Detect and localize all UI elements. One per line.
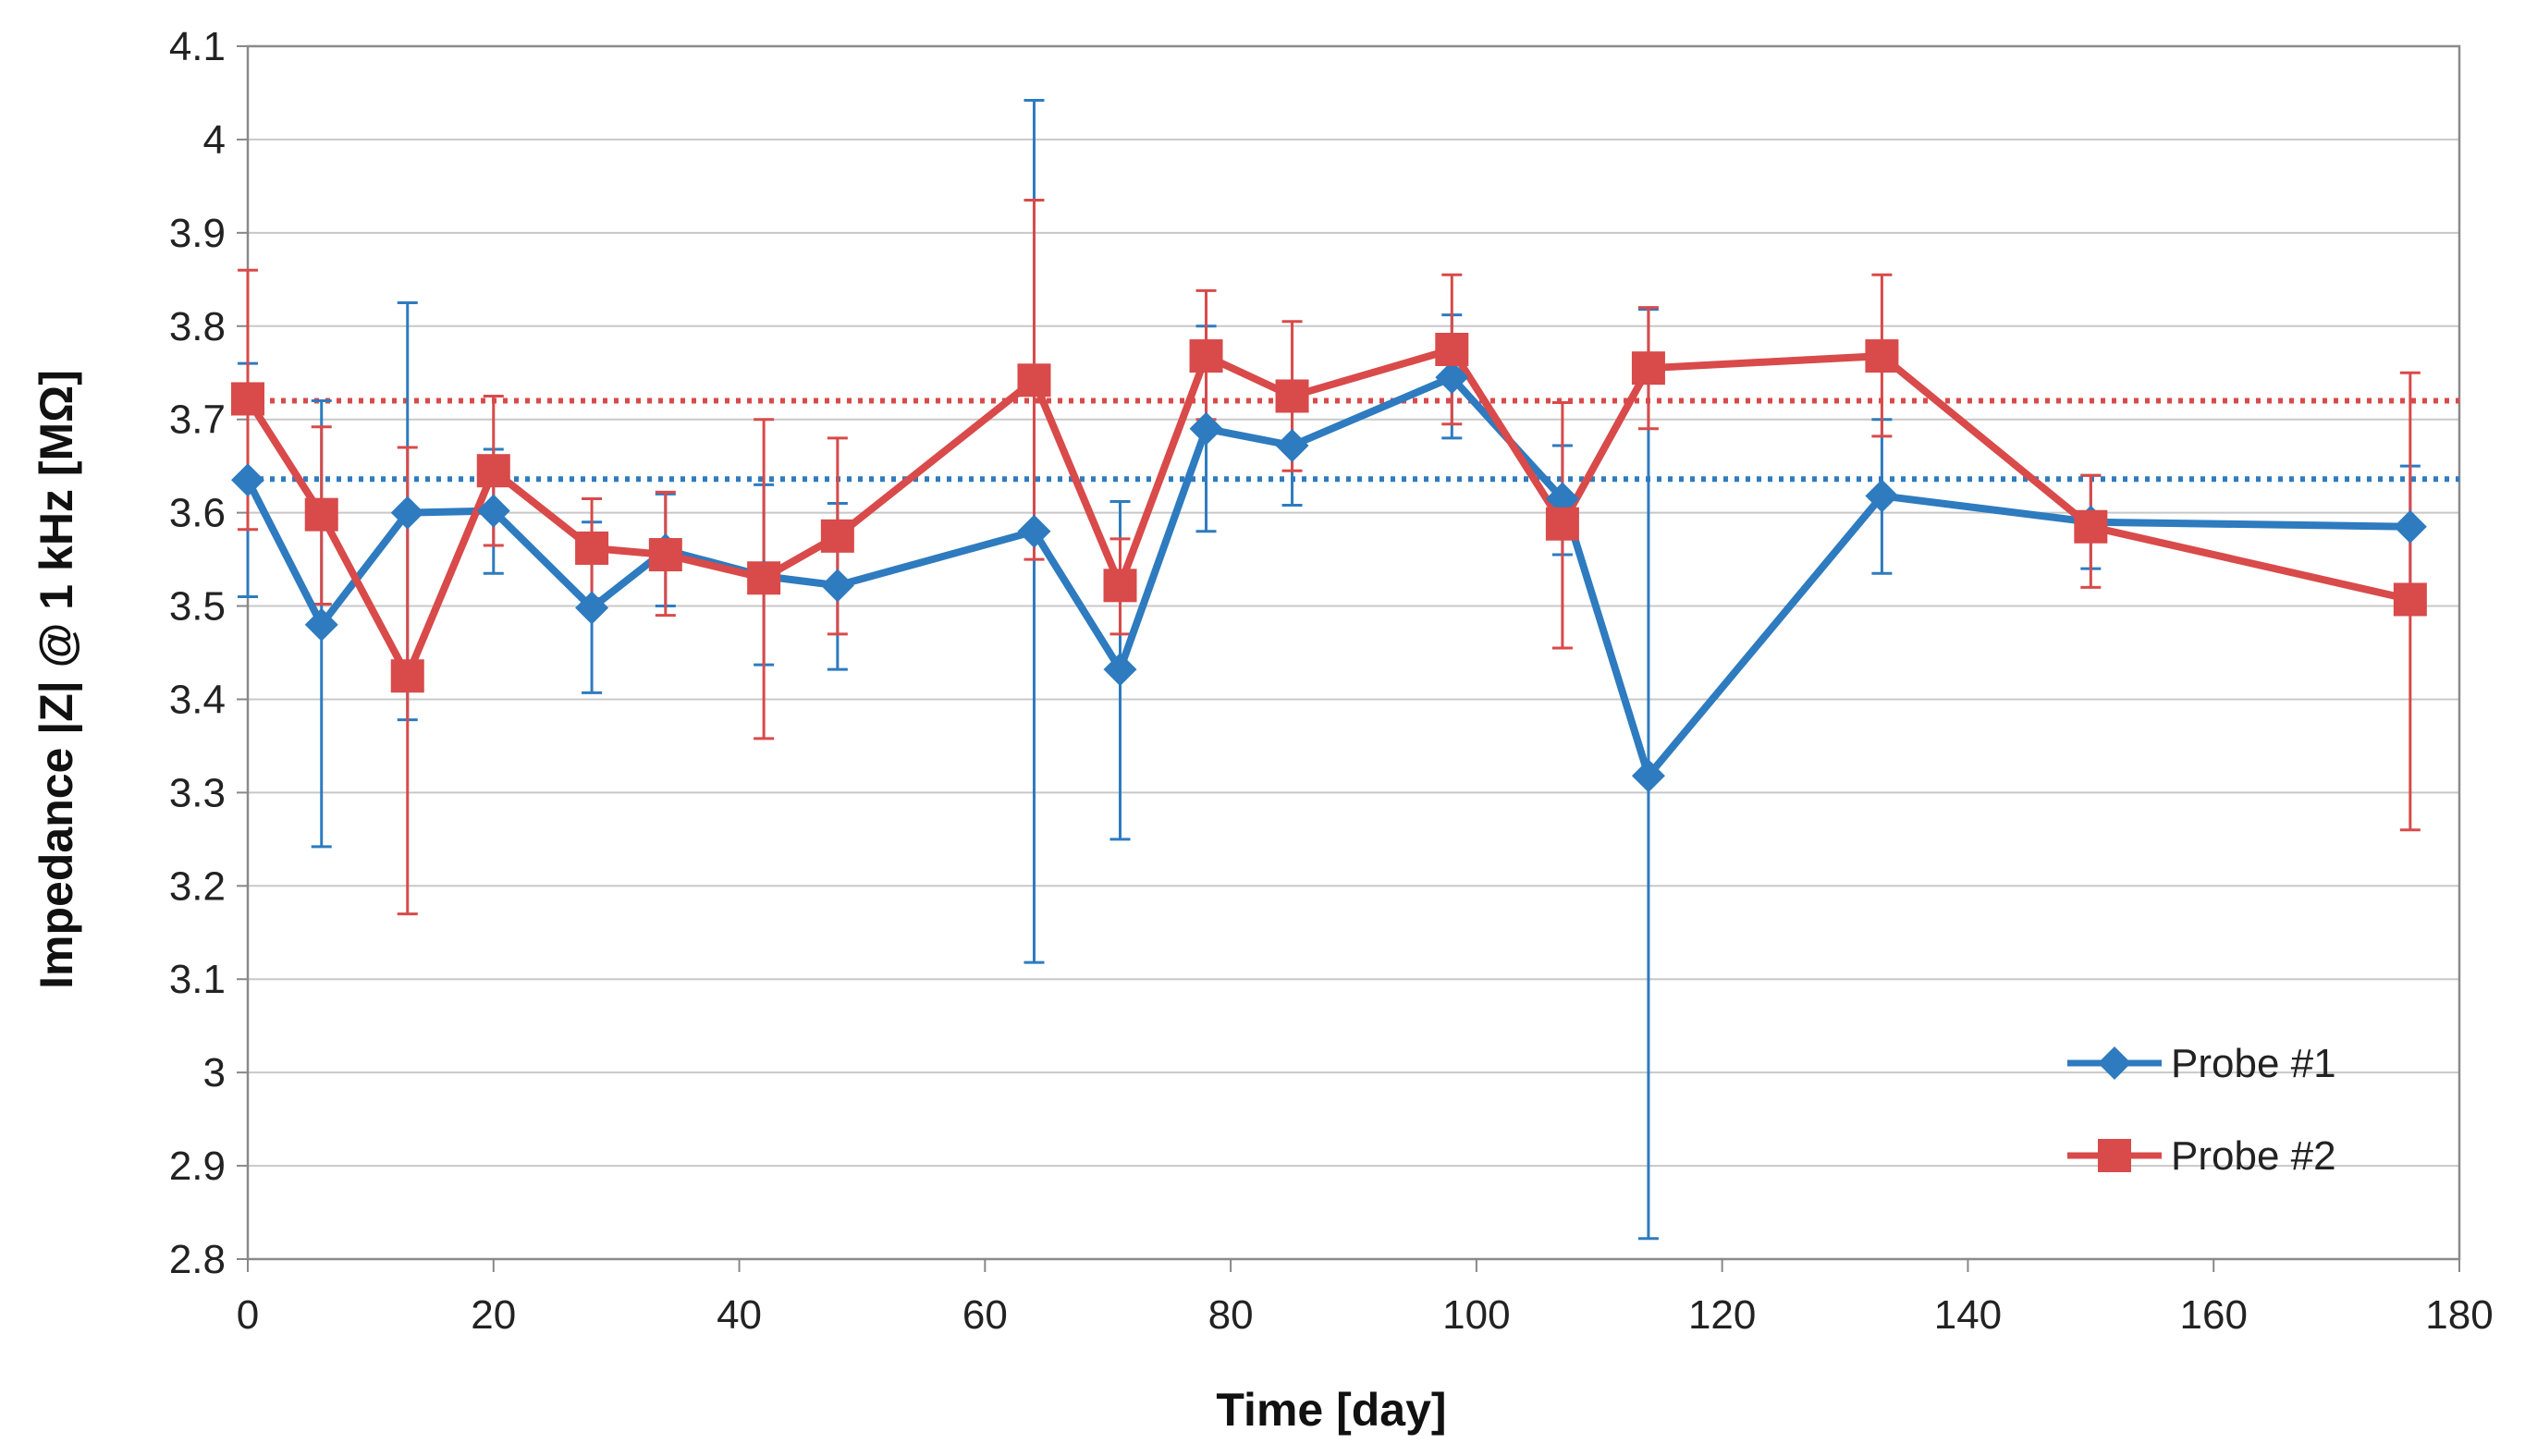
data-point-diamond bbox=[1631, 759, 1665, 793]
data-point-diamond bbox=[1189, 411, 1223, 446]
data-point-diamond bbox=[1545, 482, 1579, 516]
y-tick-label: 3.4 bbox=[169, 677, 226, 722]
y-tick-label: 3 bbox=[203, 1050, 226, 1095]
x-tick-label: 100 bbox=[1442, 1292, 1510, 1338]
data-point-square bbox=[1275, 379, 1309, 413]
plot-frame bbox=[246, 44, 2461, 1261]
data-point-square bbox=[1017, 363, 1051, 398]
series-lines bbox=[244, 346, 2411, 780]
x-tick-labels: 0 20 40 60 80 100 120 140 160 180 bbox=[237, 1292, 2494, 1338]
x-tick-label: 180 bbox=[2425, 1292, 2493, 1338]
x-tick-label: 60 bbox=[962, 1292, 1008, 1338]
series-line-2 bbox=[244, 346, 2411, 680]
y-tick-label: 3.2 bbox=[169, 863, 226, 909]
x-tick-label: 160 bbox=[2180, 1292, 2248, 1338]
series-markers bbox=[231, 333, 2427, 793]
y-tick-label: 3.8 bbox=[169, 304, 226, 349]
y-tick-labels: 2.8 2.9 3 3.1 3.2 3.3 3.4 3.5 3.6 3.7 3.8 3.9 4 4.1 bbox=[169, 24, 226, 1282]
data-point-square bbox=[1865, 339, 1899, 373]
x-tick-label: 120 bbox=[1688, 1292, 1756, 1338]
x-tick-label: 140 bbox=[1934, 1292, 2002, 1338]
data-point-square bbox=[390, 659, 424, 693]
x-tick-label: 40 bbox=[717, 1292, 762, 1338]
data-point-diamond bbox=[1275, 428, 1309, 462]
y-tick-label: 2.8 bbox=[169, 1237, 226, 1282]
data-point-diamond bbox=[390, 496, 424, 530]
data-point-square bbox=[648, 538, 682, 572]
data-point-diamond bbox=[1865, 479, 1899, 513]
legend-label-probe-2: Probe #2 bbox=[2171, 1133, 2336, 1179]
data-point-diamond bbox=[231, 463, 264, 497]
data-point-square bbox=[1545, 507, 1579, 541]
y-tick-label: 3.3 bbox=[169, 770, 226, 815]
data-point-square bbox=[1631, 351, 1665, 385]
x-tick-label: 80 bbox=[1208, 1292, 1254, 1338]
legend-marker-diamond bbox=[2098, 1046, 2131, 1080]
data-point-square bbox=[2074, 509, 2108, 544]
y-axis-title: Impedance |Z| @ 1 kHz [MΩ] bbox=[31, 370, 83, 989]
y-tick-label: 4.1 bbox=[169, 24, 226, 69]
y-tick-label: 2.9 bbox=[169, 1144, 226, 1189]
y-tick-label: 3.7 bbox=[169, 398, 226, 443]
data-point-diamond bbox=[575, 591, 609, 625]
data-point-diamond bbox=[2393, 509, 2427, 544]
data-point-diamond bbox=[1103, 653, 1137, 687]
data-point-square bbox=[1103, 569, 1137, 603]
data-point-diamond bbox=[476, 494, 510, 528]
data-point-square bbox=[575, 531, 609, 565]
axes bbox=[237, 44, 2461, 1272]
y-tick-label: 3.9 bbox=[169, 211, 226, 256]
data-point-square bbox=[820, 519, 854, 553]
x-tick-label: 20 bbox=[471, 1292, 516, 1338]
mean-lines bbox=[248, 398, 2459, 483]
data-point-square bbox=[231, 382, 264, 416]
legend-marker-square bbox=[2098, 1139, 2131, 1172]
data-point-diamond bbox=[304, 607, 338, 642]
y-tick-label: 3.6 bbox=[169, 491, 226, 536]
legend-item-probe-2: Probe #2 bbox=[2067, 1133, 2336, 1179]
data-point-square bbox=[2393, 582, 2427, 617]
x-axis-title: Time [day] bbox=[1216, 1384, 1446, 1436]
x-tick-label: 0 bbox=[237, 1292, 259, 1338]
series-line-1 bbox=[244, 373, 2410, 780]
data-point-square bbox=[747, 561, 781, 595]
y-tick-label: 3.1 bbox=[169, 957, 226, 1002]
y-tick-label: 4 bbox=[203, 117, 226, 163]
y-tick-label: 3.5 bbox=[169, 584, 226, 630]
error-bars bbox=[238, 99, 2421, 1241]
data-point-square bbox=[304, 497, 338, 532]
data-point-square bbox=[1435, 333, 1469, 366]
data-point-square bbox=[1189, 339, 1223, 373]
legend-label-probe-1: Probe #1 bbox=[2171, 1041, 2336, 1086]
data-point-diamond bbox=[1017, 514, 1051, 548]
legend-item-probe-1: Probe #1 bbox=[2067, 1041, 2336, 1086]
legend: Probe #1 Probe #2 bbox=[2067, 1041, 2336, 1179]
data-point-square bbox=[476, 454, 510, 488]
data-point-diamond bbox=[820, 569, 854, 603]
gridlines bbox=[248, 138, 2459, 1168]
data-point-diamond bbox=[1435, 361, 1469, 395]
